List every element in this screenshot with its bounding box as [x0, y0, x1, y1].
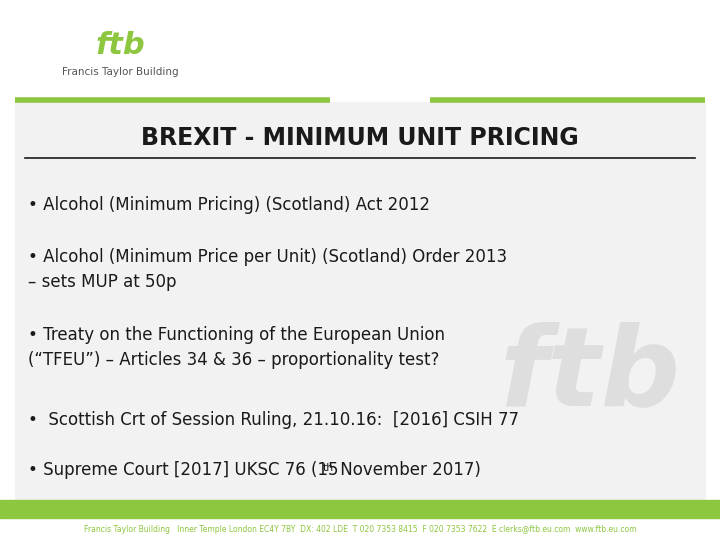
Bar — [15, 102, 705, 500]
Text: • Alcohol (Minimum Price per Unit) (Scotland) Order 2013
– sets MUP at 50p: • Alcohol (Minimum Price per Unit) (Scot… — [28, 248, 507, 291]
Bar — [0, 500, 720, 518]
Text: Francis Taylor Building   Inner Temple London EC4Y 7BY  DX: 402 LDE  T 020 7353 : Francis Taylor Building Inner Temple Lon… — [84, 524, 636, 534]
Text: ftb: ftb — [500, 321, 680, 429]
Text: •  Scottish Crt of Session Ruling, 21.10.16:  [2016] CSIH 77: • Scottish Crt of Session Ruling, 21.10.… — [28, 411, 519, 429]
Text: • Alcohol (Minimum Pricing) (Scotland) Act 2012: • Alcohol (Minimum Pricing) (Scotland) A… — [28, 196, 430, 214]
Text: • Supreme Court [2017] UKSC 76 (15: • Supreme Court [2017] UKSC 76 (15 — [28, 461, 338, 479]
Text: Francis Taylor Building: Francis Taylor Building — [62, 67, 179, 77]
Text: ftb: ftb — [95, 30, 145, 59]
Text: November 2017): November 2017) — [335, 461, 481, 479]
Text: • Treaty on the Functioning of the European Union
(“TFEU”) – Articles 34 & 36 – : • Treaty on the Functioning of the Europ… — [28, 326, 445, 369]
Text: th: th — [323, 463, 334, 473]
Text: BREXIT - MINIMUM UNIT PRICING: BREXIT - MINIMUM UNIT PRICING — [141, 126, 579, 150]
